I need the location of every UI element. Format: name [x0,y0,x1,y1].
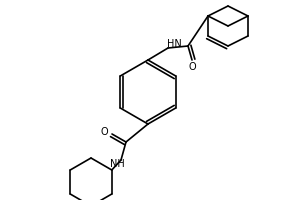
Text: NH: NH [110,159,124,169]
Text: O: O [100,127,108,137]
Text: O: O [188,62,196,72]
Text: HN: HN [167,39,182,49]
